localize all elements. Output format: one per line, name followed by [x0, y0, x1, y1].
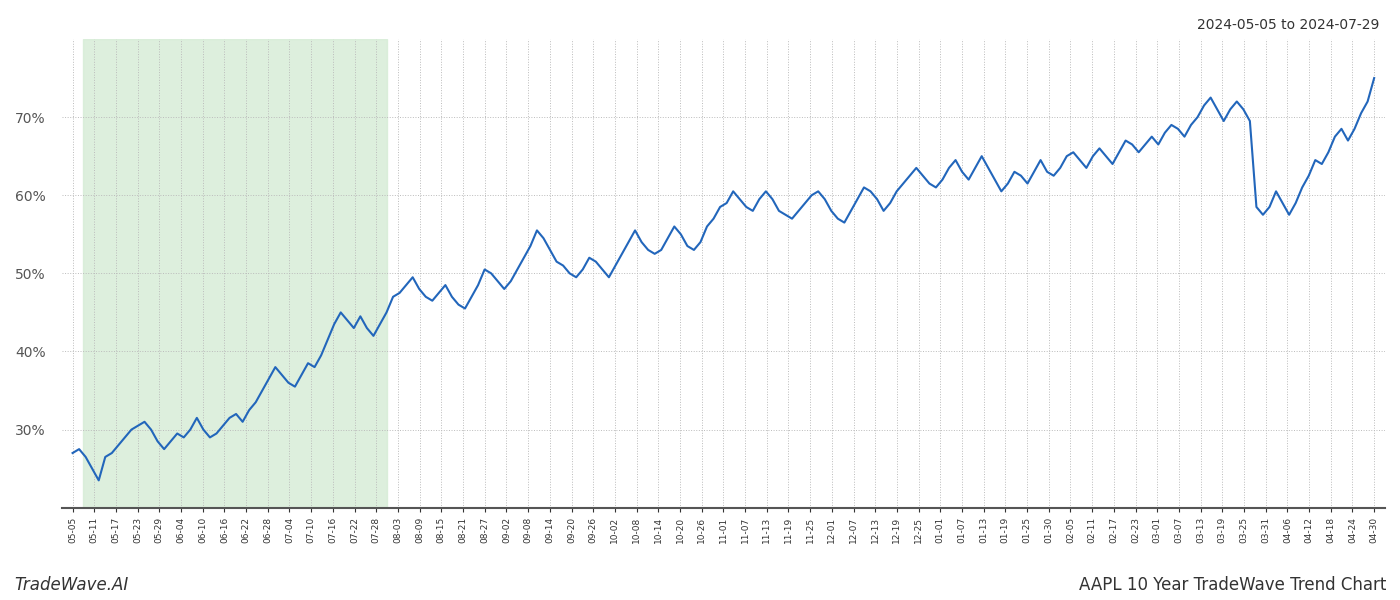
- Text: AAPL 10 Year TradeWave Trend Chart: AAPL 10 Year TradeWave Trend Chart: [1078, 576, 1386, 594]
- Text: 2024-05-05 to 2024-07-29: 2024-05-05 to 2024-07-29: [1197, 18, 1379, 32]
- Bar: [84, 39, 388, 508]
- Text: TradeWave.AI: TradeWave.AI: [14, 576, 129, 594]
